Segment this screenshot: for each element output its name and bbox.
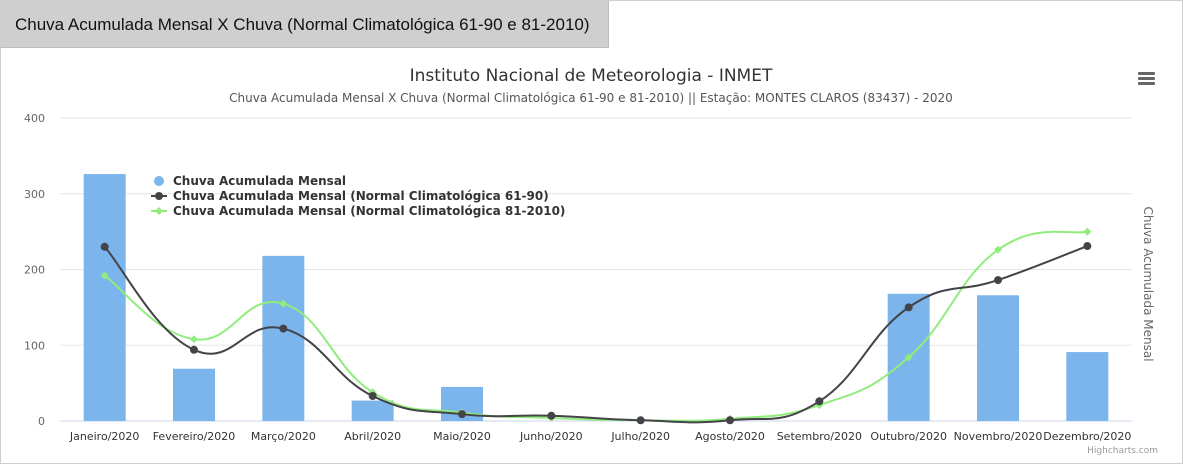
panel-tab[interactable]: Chuva Acumulada Mensal X Chuva (Normal C… — [1, 1, 609, 48]
x-tick-label: Julho/2020 — [610, 430, 670, 443]
normal-812010-point-12[interactable] — [1083, 227, 1092, 236]
x-axis-ticks: Janeiro/2020 Fevereiro/2020 Março/2020 Abri… — [69, 430, 1132, 443]
x-tick-label: Abril/2020 — [344, 430, 401, 443]
normal-812010-point-2[interactable] — [190, 335, 198, 344]
normal-812010-point-1[interactable] — [100, 271, 109, 280]
y-axis-ticks: 0 100 200 300 400 — [24, 112, 45, 428]
legend-symbol-marker — [155, 207, 163, 215]
normal-6190-point-3[interactable] — [279, 324, 288, 333]
x-tick-label: Fevereiro/2020 — [153, 430, 236, 443]
x-tick-label: Outubro/2020 — [870, 430, 947, 443]
y-tick-label: 100 — [24, 339, 45, 352]
normal-6190-point-7[interactable] — [636, 416, 645, 425]
bar-2[interactable] — [173, 368, 215, 421]
bar-series — [83, 174, 1109, 421]
legend-label: Chuva Acumulada Mensal (Normal Climatoló… — [173, 189, 549, 203]
normal-812010-line — [104, 230, 1088, 422]
normal-6190-point-10[interactable] — [904, 303, 913, 312]
legend-item-1[interactable]: Chuva Acumulada Mensal — [154, 174, 346, 188]
normal-6190-point-2[interactable] — [190, 345, 198, 354]
bar-4[interactable] — [351, 400, 394, 421]
y-tick-label: 200 — [24, 264, 45, 277]
normal-6190-point-5[interactable] — [458, 410, 466, 419]
y-tick-label: 0 — [38, 415, 45, 428]
chart-container: Instituto Nacional de Meteorologia - INM… — [1, 48, 1182, 463]
normal-6190-point-8[interactable] — [726, 416, 734, 425]
normal-6190-point-9[interactable] — [815, 397, 824, 406]
grid-lines — [60, 117, 1132, 422]
legend-symbol — [154, 176, 164, 186]
legend-item-3[interactable]: Chuva Acumulada Mensal (Normal Climatoló… — [151, 204, 565, 218]
x-tick-label: Março/2020 — [251, 430, 316, 443]
line-series — [100, 227, 1092, 425]
x-tick-label: Janeiro/2020 — [69, 430, 140, 443]
y-tick-label: 300 — [24, 188, 45, 201]
normal-6190-point-11[interactable] — [994, 276, 1002, 285]
chart-svg: Instituto Nacional de Meteorologia - INM… — [24, 66, 1158, 456]
y-tick-label: 400 — [24, 112, 45, 125]
bar-11[interactable] — [977, 295, 1019, 421]
x-tick-label: Maio/2020 — [433, 430, 491, 443]
normal-6190-point-1[interactable] — [100, 242, 109, 251]
x-tick-label: Setembro/2020 — [777, 430, 862, 443]
hamburger-menu-icon[interactable] — [1131, 65, 1161, 93]
normal-812010-point-11[interactable] — [994, 245, 1002, 254]
normal-812010-point-10[interactable] — [904, 353, 913, 362]
bar-3[interactable] — [262, 255, 305, 421]
x-tick-label: Junho/2020 — [519, 430, 583, 443]
legend-label: Chuva Acumulada Mensal (Normal Climatoló… — [173, 204, 565, 218]
legend-symbol-marker — [155, 192, 163, 200]
normal-6190-point-12[interactable] — [1083, 242, 1092, 251]
chart-subtitle: Chuva Acumulada Mensal X Chuva (Normal C… — [229, 91, 953, 105]
legend-item-2[interactable]: Chuva Acumulada Mensal (Normal Climatoló… — [151, 189, 549, 203]
x-tick-label: Agosto/2020 — [695, 430, 765, 443]
bar-12[interactable] — [1066, 352, 1109, 421]
y-axis-title: Chuva Acumulada Mensal — [1141, 206, 1155, 361]
legend-label: Chuva Acumulada Mensal — [173, 174, 346, 188]
x-tick-label: Novembro/2020 — [954, 430, 1043, 443]
chart-title: Instituto Nacional de Meteorologia - INM… — [410, 66, 773, 86]
normal-6190-point-6[interactable] — [547, 411, 556, 420]
x-tick-label: Dezembro/2020 — [1043, 430, 1131, 443]
normal-6190-point-4[interactable] — [368, 392, 377, 401]
normal-812010-point-3[interactable] — [279, 299, 288, 308]
normal-6190-line — [103, 245, 1088, 424]
bar-1[interactable] — [83, 174, 126, 421]
credits-link[interactable]: Highcharts.com — [1087, 446, 1158, 456]
